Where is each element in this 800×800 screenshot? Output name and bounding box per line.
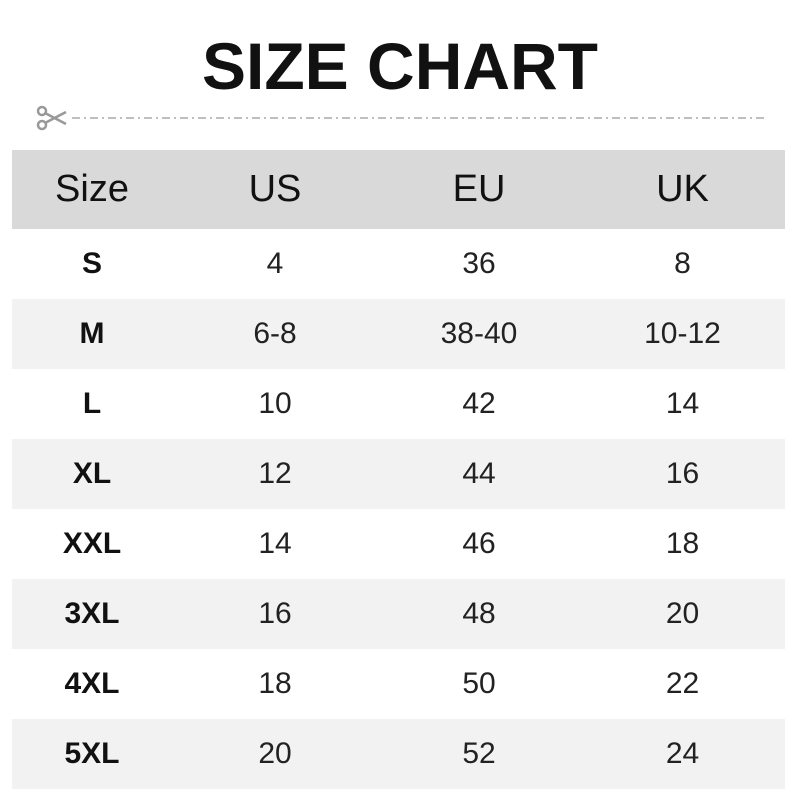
size-cell: L [82, 387, 102, 420]
page-title: SIZE CHART [202, 29, 598, 103]
us-cell: 12 [258, 457, 292, 490]
cut-line [36, 105, 766, 131]
header-uk: UK [656, 168, 709, 210]
eu-cell: 38-40 [440, 317, 518, 350]
header-eu: EU [452, 168, 506, 210]
uk-cell: 14 [665, 387, 700, 420]
table-row: XL 12 44 16 [12, 439, 785, 509]
table-row: L 10 42 14 [12, 369, 785, 439]
size-cell: 5XL [64, 737, 120, 770]
size-cell: S [81, 247, 102, 280]
table-row: 5XL 20 52 24 [12, 719, 785, 789]
table-row: 3XL 16 48 20 [12, 579, 785, 649]
size-cell: 3XL [64, 597, 120, 630]
uk-cell: 16 [665, 457, 700, 490]
us-cell: 10 [258, 387, 292, 420]
table-row: XXL 14 46 18 [12, 509, 785, 579]
eu-cell: 46 [462, 527, 496, 560]
uk-cell: 8 [674, 247, 691, 280]
size-table: Size US EU UK S 4 36 8 M 6-8 38-40 10-12 L 10 42 14… [12, 150, 785, 789]
us-cell: 14 [258, 527, 292, 560]
size-cell: 4XL [64, 667, 120, 700]
eu-cell: 42 [462, 387, 496, 420]
us-cell: 6-8 [253, 317, 297, 350]
uk-cell: 18 [665, 527, 700, 560]
header-us: US [248, 168, 302, 210]
us-cell: 18 [258, 667, 292, 700]
eu-cell: 36 [462, 247, 496, 280]
us-cell: 20 [258, 737, 292, 770]
header-size: Size [55, 168, 129, 210]
uk-cell: 24 [665, 737, 700, 770]
size-cell: XXL [62, 527, 122, 560]
size-cell: M [79, 317, 105, 350]
table-row: S 4 36 8 [12, 229, 785, 299]
uk-cell: 20 [665, 597, 700, 630]
table-row: M 6-8 38-40 10-12 [12, 299, 785, 369]
eu-cell: 52 [462, 737, 496, 770]
us-cell: 4 [266, 247, 284, 280]
scissors-icon [36, 105, 67, 131]
size-cell: XL [72, 457, 112, 490]
uk-cell: 10-12 [644, 317, 721, 350]
table-header: Size US EU UK [12, 150, 785, 229]
eu-cell: 50 [462, 667, 496, 700]
us-cell: 16 [258, 597, 292, 630]
table-row: 4XL 18 50 22 [12, 649, 785, 719]
uk-cell: 22 [665, 667, 700, 700]
eu-cell: 44 [462, 457, 496, 490]
eu-cell: 48 [462, 597, 496, 630]
